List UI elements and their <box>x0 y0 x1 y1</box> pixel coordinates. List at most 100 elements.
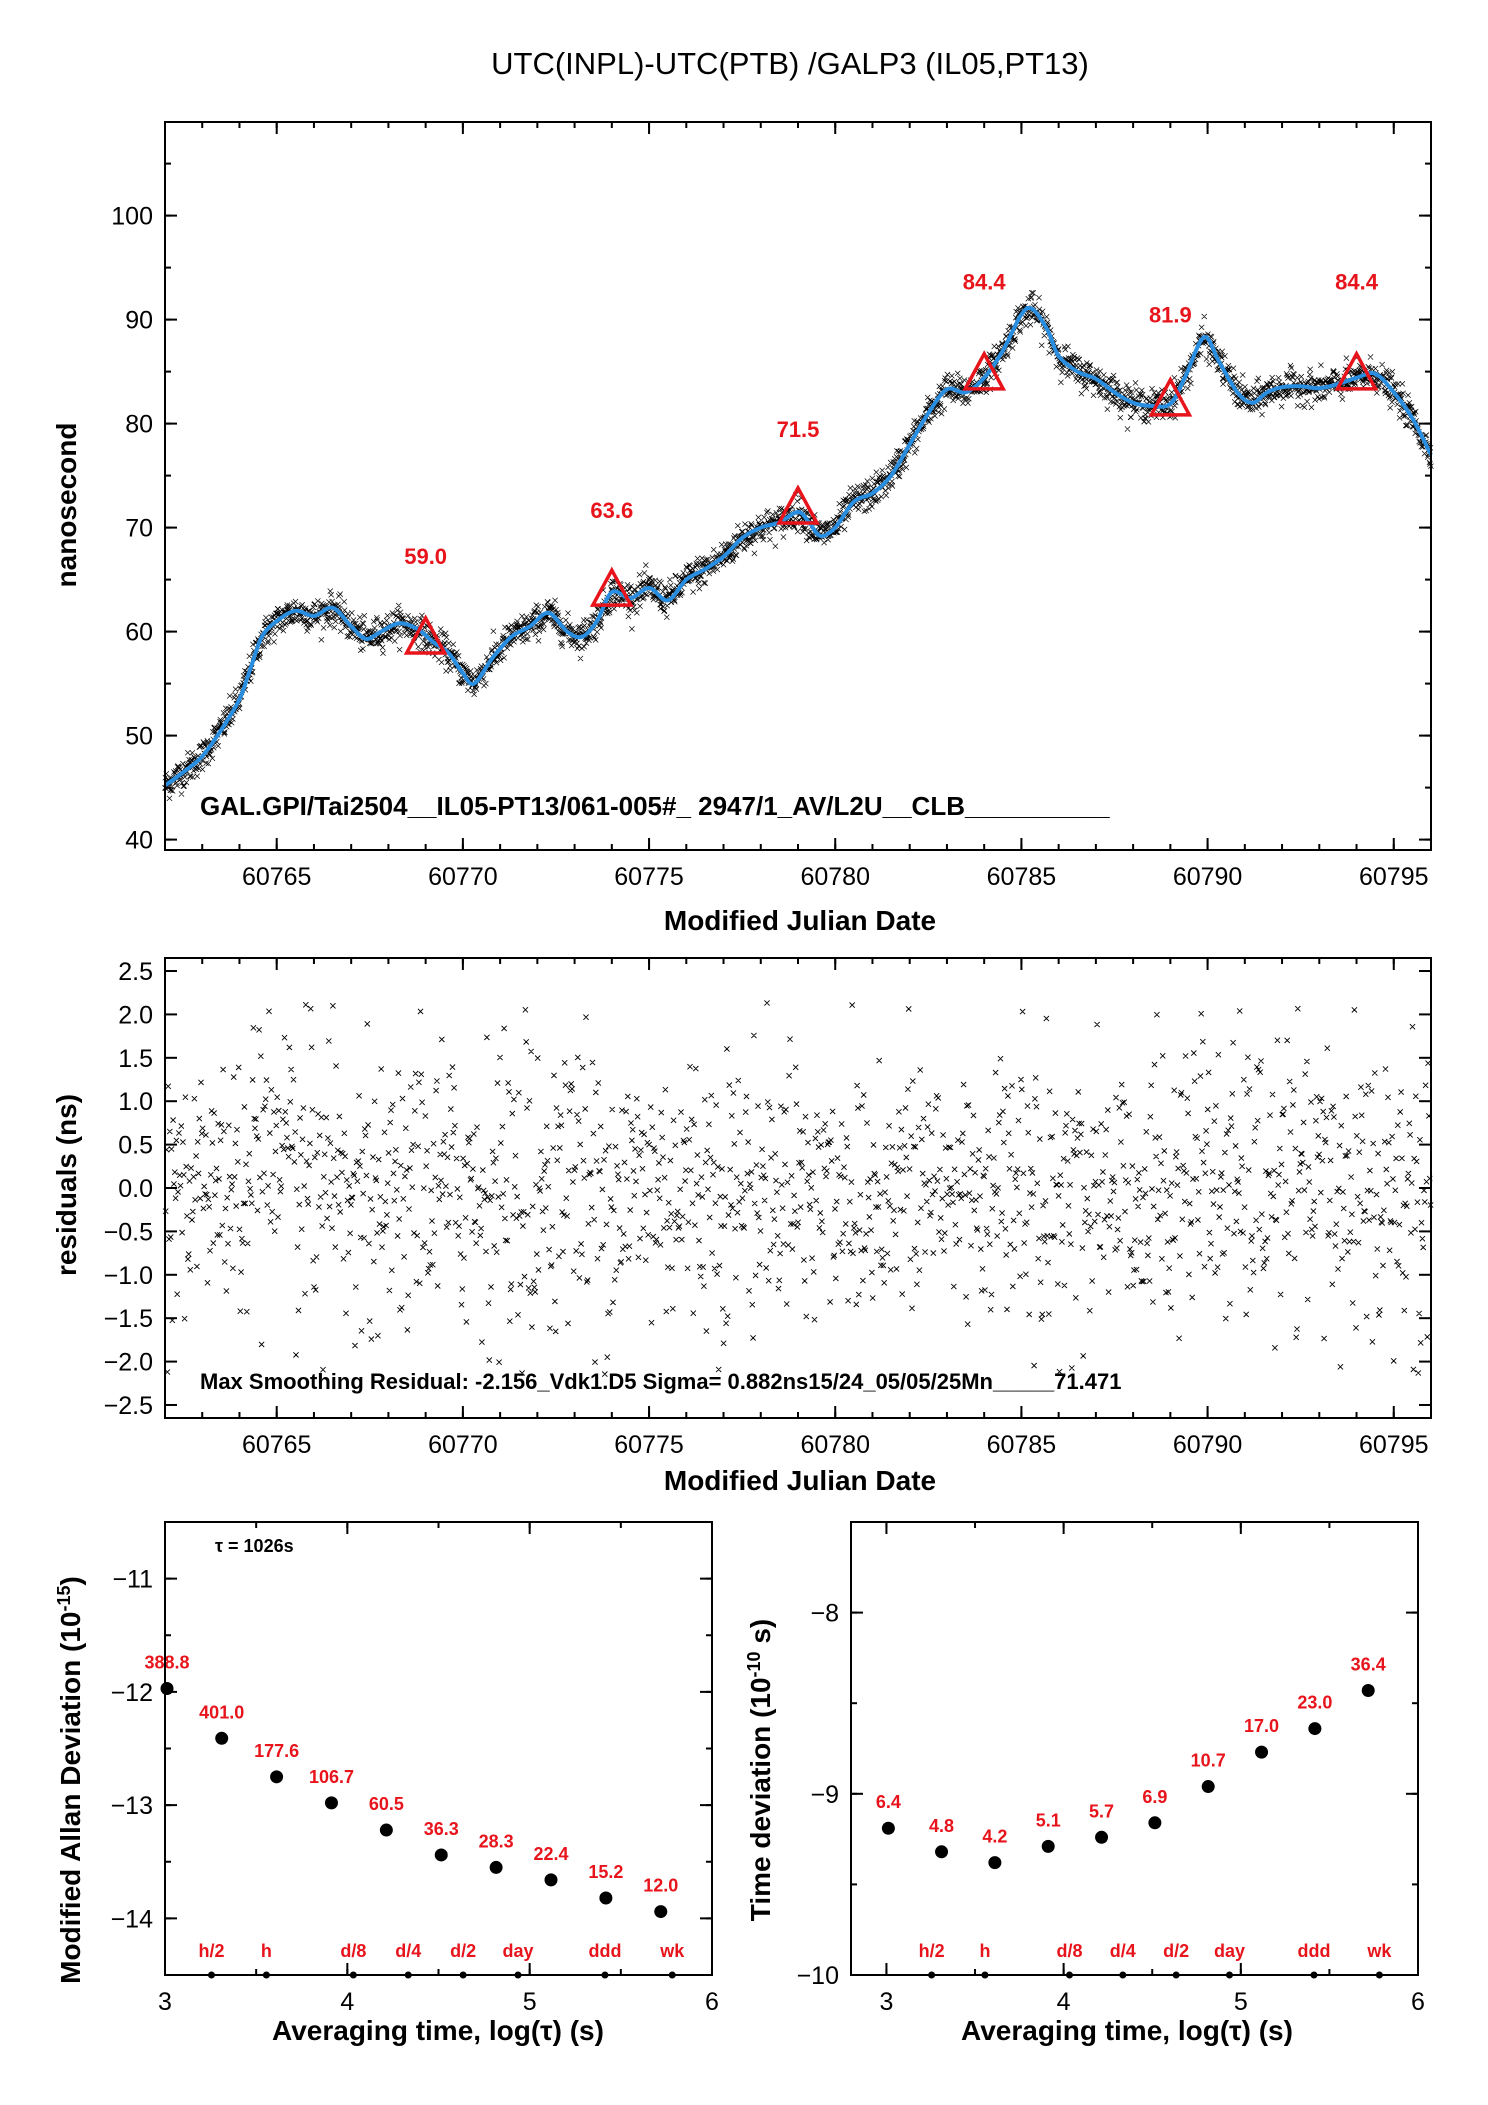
tdev-point-label: 10.7 <box>1191 1751 1226 1771</box>
mdev-point <box>324 1796 338 1810</box>
tdev-interval-label: d/4 <box>1110 1941 1136 1961</box>
mdev-point <box>270 1770 284 1784</box>
residual-x-tick-label: 60765 <box>242 1431 312 1459</box>
residual-y-tick-label: −1.5 <box>104 1305 153 1333</box>
mdev-interval-label: wk <box>659 1941 685 1961</box>
chart-title: UTC(INPL)-UTC(PTB) /GALP3 (IL05,PT13) <box>491 46 1089 81</box>
main-x-tick-label: 60765 <box>242 863 312 891</box>
main-x-tick-label: 60775 <box>614 863 684 891</box>
main-y-tick-label: 100 <box>111 203 153 231</box>
tdev-x-axis-label: Averaging time, log(τ) (s) <box>961 2015 1293 2046</box>
mdev-point-label: 15.2 <box>588 1862 623 1882</box>
main-x-axis-label: Modified Julian Date <box>664 905 936 936</box>
residual-x-tick-label: 60790 <box>1173 1431 1243 1459</box>
tdev-point-label: 23.0 <box>1297 1693 1332 1713</box>
mdev-y-tick-label: −12 <box>111 1679 153 1707</box>
mdev-interval-label: ddd <box>588 1941 621 1961</box>
main-x-tick-label: 60790 <box>1173 863 1243 891</box>
tdev-interval-label: d/2 <box>1163 1941 1189 1961</box>
mdev-point <box>489 1860 503 1874</box>
mdev-point-label: 36.3 <box>424 1819 459 1839</box>
tdev-y-tick-label: −9 <box>810 1781 839 1809</box>
tdev-point <box>935 1845 949 1859</box>
mdev-frame <box>164 1521 713 1976</box>
main-y-tick-label: 60 <box>125 619 153 647</box>
tdev-points: 6.4 4.8 4.2 5.1 5.7 6.9 10.7 17.0 23.0 36.4 h/2 h d/… <box>876 1655 1392 1979</box>
mdev-y-label-main: Modified Allan Deviation (10 <box>55 1612 86 1984</box>
triangle-marker <box>776 484 820 525</box>
marker-value-label: 59.0 <box>404 544 447 569</box>
marker-value-label: 84.4 <box>963 269 1007 294</box>
tdev-point <box>1255 1745 1269 1759</box>
mdev-x-tick-label: 5 <box>523 1988 537 2016</box>
main-scatter-points <box>162 289 1434 802</box>
mdev-point <box>544 1873 558 1887</box>
mdev-plot: 388.8 401.0 177.6 106.7 60.5 36.3 28.3 22.4 15.2… <box>54 1521 719 2046</box>
tdev-point-label: 4.8 <box>929 1816 954 1836</box>
tdev-interval-label: wk <box>1366 1941 1392 1961</box>
tdev-y-axis-label: Time deviation (10-10 s) <box>744 1619 776 1922</box>
tdev-point <box>1308 1722 1322 1736</box>
residual-x-axis-label: Modified Julian Date <box>664 1465 936 1496</box>
tdev-point <box>1095 1830 1109 1844</box>
tdev-plot: 6.4 4.8 4.2 5.1 5.7 6.9 10.7 17.0 23.0 36.4 h/2 h d/… <box>744 1521 1425 2046</box>
residual-y-tick-label: 2.0 <box>118 1001 153 1029</box>
mdev-interval-label: d/2 <box>450 1941 476 1961</box>
tdev-point-label: 17.0 <box>1244 1716 1279 1736</box>
mdev-interval-label: day <box>502 1941 533 1961</box>
main-scatter-crosses <box>162 289 1434 802</box>
tdev-point <box>988 1856 1002 1870</box>
tdev-x-tick-label: 4 <box>1057 1988 1071 2016</box>
mdev-point-label: 106.7 <box>309 1767 354 1787</box>
residual-y-axis-label: residuals (ns) <box>51 1094 82 1276</box>
main-y-tick-label: 50 <box>125 723 153 751</box>
main-x-tick-label: 60785 <box>987 863 1057 891</box>
tdev-y-tick-label: −8 <box>810 1600 839 1628</box>
residual-y-tick-label: −1.0 <box>104 1262 153 1290</box>
main-footer-text: GAL.GPI/Tai2504__IL05-PT13/061-005#_ 294… <box>200 791 1110 821</box>
mdev-points: 388.8 401.0 177.6 106.7 60.5 36.3 28.3 22.4 15.2… <box>144 1652 685 1979</box>
mdev-point <box>379 1823 393 1837</box>
residual-scatter-crosses <box>162 1000 1434 1378</box>
mdev-interval-label: d/4 <box>395 1941 421 1961</box>
residual-x-tick-label: 60775 <box>614 1431 684 1459</box>
triangle-marker <box>589 566 634 607</box>
mdev-y-axis-label: Modified Allan Deviation (10-15) <box>54 1576 86 1984</box>
tdev-interval-label: h <box>979 1941 990 1961</box>
tdev-interval-label: d/8 <box>1056 1941 1082 1961</box>
mdev-interval-label: h <box>261 1941 272 1961</box>
mdev-note: τ = 1026s <box>215 1536 294 1556</box>
marker-value-label: 81.9 <box>1149 303 1192 328</box>
tdev-point-label: 5.1 <box>1036 1810 1061 1830</box>
main-plot: 59.0 63.6 71.5 84.4 81.9 84.4 60765 60770 60775… <box>51 121 1434 936</box>
tdev-y-tick-label: −10 <box>797 1962 839 1990</box>
tdev-point <box>1361 1684 1375 1698</box>
mdev-y-tick-label: −14 <box>111 1905 154 1933</box>
tdev-interval-label: day <box>1214 1941 1245 1961</box>
mdev-interval-label: d/8 <box>340 1941 366 1961</box>
residual-y-tick-label: 1.5 <box>118 1045 153 1073</box>
tdev-x-tick-label: 5 <box>1234 1988 1248 2016</box>
main-triangle-markers: 59.0 63.6 71.5 84.4 81.9 84.4 <box>403 269 1379 655</box>
mdev-point-label: 28.3 <box>479 1831 514 1851</box>
tdev-y-label-sup: -10 <box>744 1651 764 1677</box>
triangle-marker <box>962 350 1007 391</box>
residual-y-tick-label: 2.5 <box>118 958 153 986</box>
residual-y-tick-label: −0.5 <box>104 1218 153 1246</box>
main-trend-line <box>163 305 1433 788</box>
tdev-interval-label: ddd <box>1297 1941 1330 1961</box>
mdev-point <box>654 1905 668 1919</box>
residual-y-tick-label: −2.5 <box>104 1392 153 1420</box>
mdev-point-label: 401.0 <box>199 1702 244 1722</box>
tdev-point-label: 4.2 <box>982 1827 1007 1847</box>
residual-scatter-points <box>162 1000 1434 1378</box>
marker-value-label: 84.4 <box>1335 269 1379 294</box>
tdev-interval-label: h/2 <box>919 1941 945 1961</box>
mdev-x-axis-label: Averaging time, log(τ) (s) <box>272 2015 604 2046</box>
mdev-point <box>599 1891 613 1905</box>
tdev-point <box>881 1821 895 1835</box>
mdev-point-label: 12.0 <box>643 1876 678 1896</box>
main-y-axis-label: nanosecond <box>51 423 82 588</box>
triangle-marker <box>1148 376 1193 417</box>
